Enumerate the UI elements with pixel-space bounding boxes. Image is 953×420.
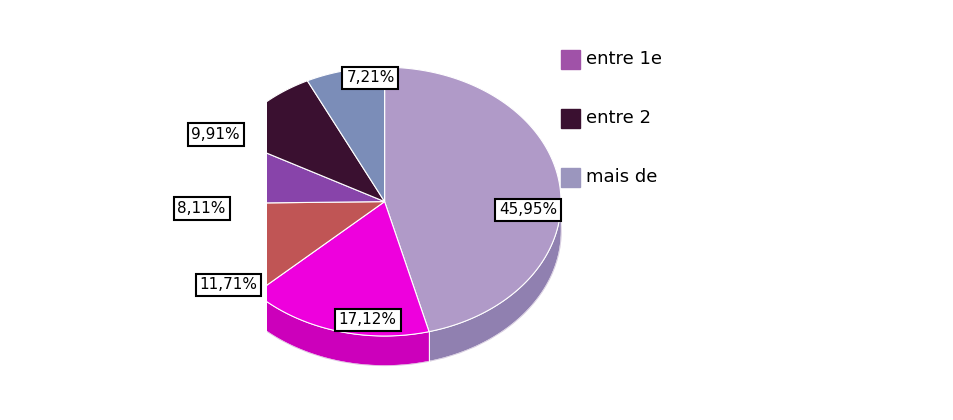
Text: entre 2: entre 2	[585, 109, 651, 127]
Bar	[560, 168, 579, 187]
Text: 11,71%: 11,71%	[199, 278, 257, 292]
Polygon shape	[208, 138, 384, 204]
Polygon shape	[255, 202, 429, 336]
Polygon shape	[384, 67, 560, 332]
Ellipse shape	[208, 97, 560, 365]
Text: mais de: mais de	[585, 168, 657, 186]
Text: 17,12%: 17,12%	[338, 312, 396, 327]
Polygon shape	[307, 67, 384, 202]
Text: 45,95%: 45,95%	[498, 202, 557, 218]
Text: 7,21%: 7,21%	[346, 71, 395, 85]
Bar	[560, 109, 579, 128]
Text: 8,11%: 8,11%	[177, 201, 226, 216]
Polygon shape	[429, 202, 560, 361]
Bar	[560, 50, 579, 69]
Polygon shape	[229, 81, 384, 202]
Text: entre 1e: entre 1e	[585, 50, 661, 68]
Polygon shape	[229, 81, 384, 202]
Text: 9,91%: 9,91%	[192, 127, 240, 142]
Polygon shape	[208, 138, 384, 204]
Polygon shape	[255, 293, 429, 365]
Polygon shape	[307, 67, 384, 202]
Polygon shape	[384, 67, 560, 332]
Polygon shape	[208, 204, 255, 323]
Polygon shape	[208, 202, 384, 293]
Polygon shape	[255, 202, 429, 336]
Polygon shape	[208, 202, 384, 293]
